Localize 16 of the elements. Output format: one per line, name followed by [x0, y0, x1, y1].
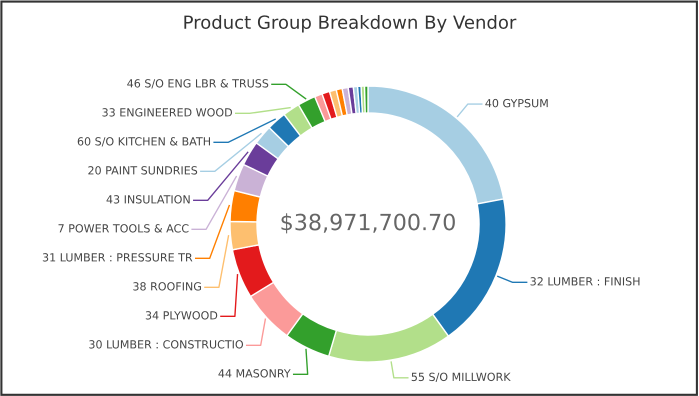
slice-label: 30 LUMBER : CONSTRUCTIO	[89, 340, 244, 349]
slice-label: 60 S/O KITCHEN & BATH	[78, 137, 210, 146]
slice-label: 7 POWER TOOLS & ACC	[58, 224, 188, 233]
slice-label: 44 MASONRY	[218, 369, 291, 378]
slice-label: 31 LUMBER : PRESSURE TR	[42, 253, 192, 262]
chart-title: Product Group Breakdown By Vendor	[184, 15, 516, 32]
slice-label: 55 S/O MILLWORK	[412, 372, 511, 382]
slice-label: 40 GYPSUM	[485, 98, 548, 108]
slice-label: 43 INSULATION	[106, 195, 190, 204]
slice-label: 34 PLYWOOD	[146, 311, 218, 320]
slice-label: 38 ROOFING	[133, 282, 201, 291]
slice-label: 32 LUMBER : FINISH	[530, 277, 640, 286]
slice-label: 33 ENGINEERED WOOD	[102, 108, 232, 117]
text: $38,971,700.70	[281, 213, 455, 234]
slice-label: 46 S/O ENG LBR & TRUSS	[127, 79, 268, 88]
slice-label: 20 PAINT SUNDRIES	[88, 166, 198, 175]
